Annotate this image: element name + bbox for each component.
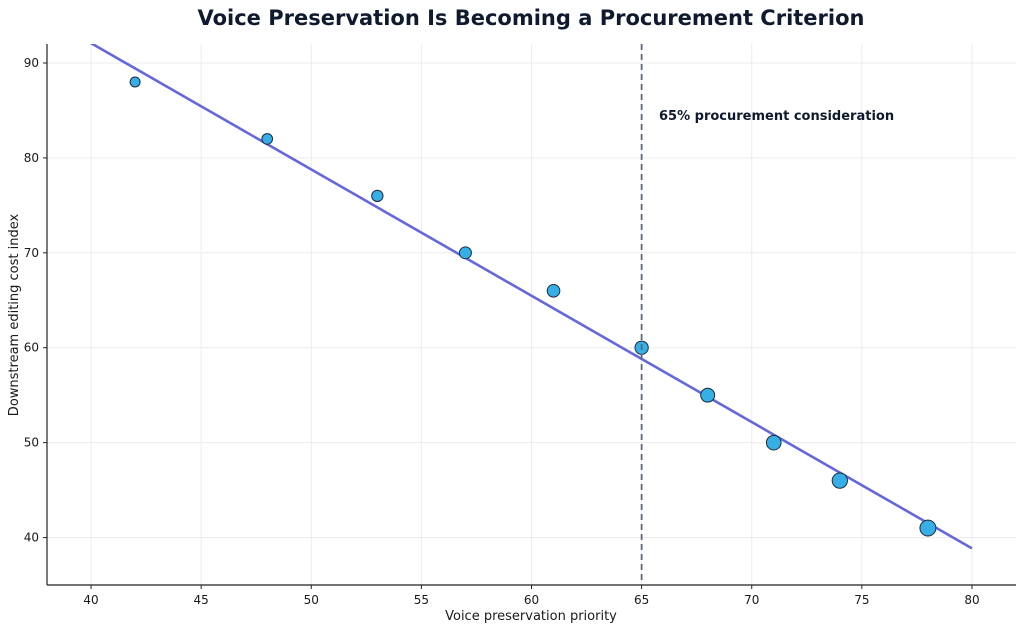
x-tick-label: 40 xyxy=(83,593,98,607)
x-tick-label: 60 xyxy=(524,593,539,607)
x-axis-label: Voice preservation priority xyxy=(445,609,617,624)
data-point xyxy=(261,133,274,145)
x-tick-label: 65 xyxy=(634,593,649,607)
x-tick-label: 55 xyxy=(414,593,429,607)
reference-annotation: 65% procurement consideration xyxy=(659,109,894,124)
data-point xyxy=(831,472,848,489)
y-axis-ticks: 40 50 60 70 80 90 xyxy=(24,56,47,545)
grid-lines xyxy=(47,44,1016,585)
x-tick-label: 75 xyxy=(854,593,869,607)
data-point xyxy=(765,434,782,451)
chart-title: Voice Preservation Is Becoming a Procure… xyxy=(198,6,865,30)
data-point xyxy=(546,283,561,298)
y-axis-label: Downstream editing cost index xyxy=(7,214,22,417)
x-tick-label: 50 xyxy=(304,593,319,607)
data-point xyxy=(458,246,472,260)
data-point xyxy=(129,76,141,88)
y-tick-label: 70 xyxy=(24,246,39,260)
x-tick-label: 70 xyxy=(744,593,759,607)
x-tick-label: 80 xyxy=(964,593,979,607)
data-point xyxy=(919,519,937,537)
y-tick-label: 80 xyxy=(24,151,39,165)
x-axis-ticks: 40 45 50 55 60 65 70 75 80 xyxy=(83,585,980,607)
data-point xyxy=(700,387,716,403)
y-tick-label: 40 xyxy=(24,531,39,545)
trend-line-group xyxy=(89,44,973,550)
y-tick-label: 50 xyxy=(24,436,39,450)
y-tick-label: 90 xyxy=(24,56,39,70)
y-tick-label: 60 xyxy=(24,341,39,355)
trend-line xyxy=(89,44,973,550)
data-point xyxy=(371,189,384,203)
x-tick-label: 45 xyxy=(194,593,209,607)
data-points xyxy=(129,76,937,537)
